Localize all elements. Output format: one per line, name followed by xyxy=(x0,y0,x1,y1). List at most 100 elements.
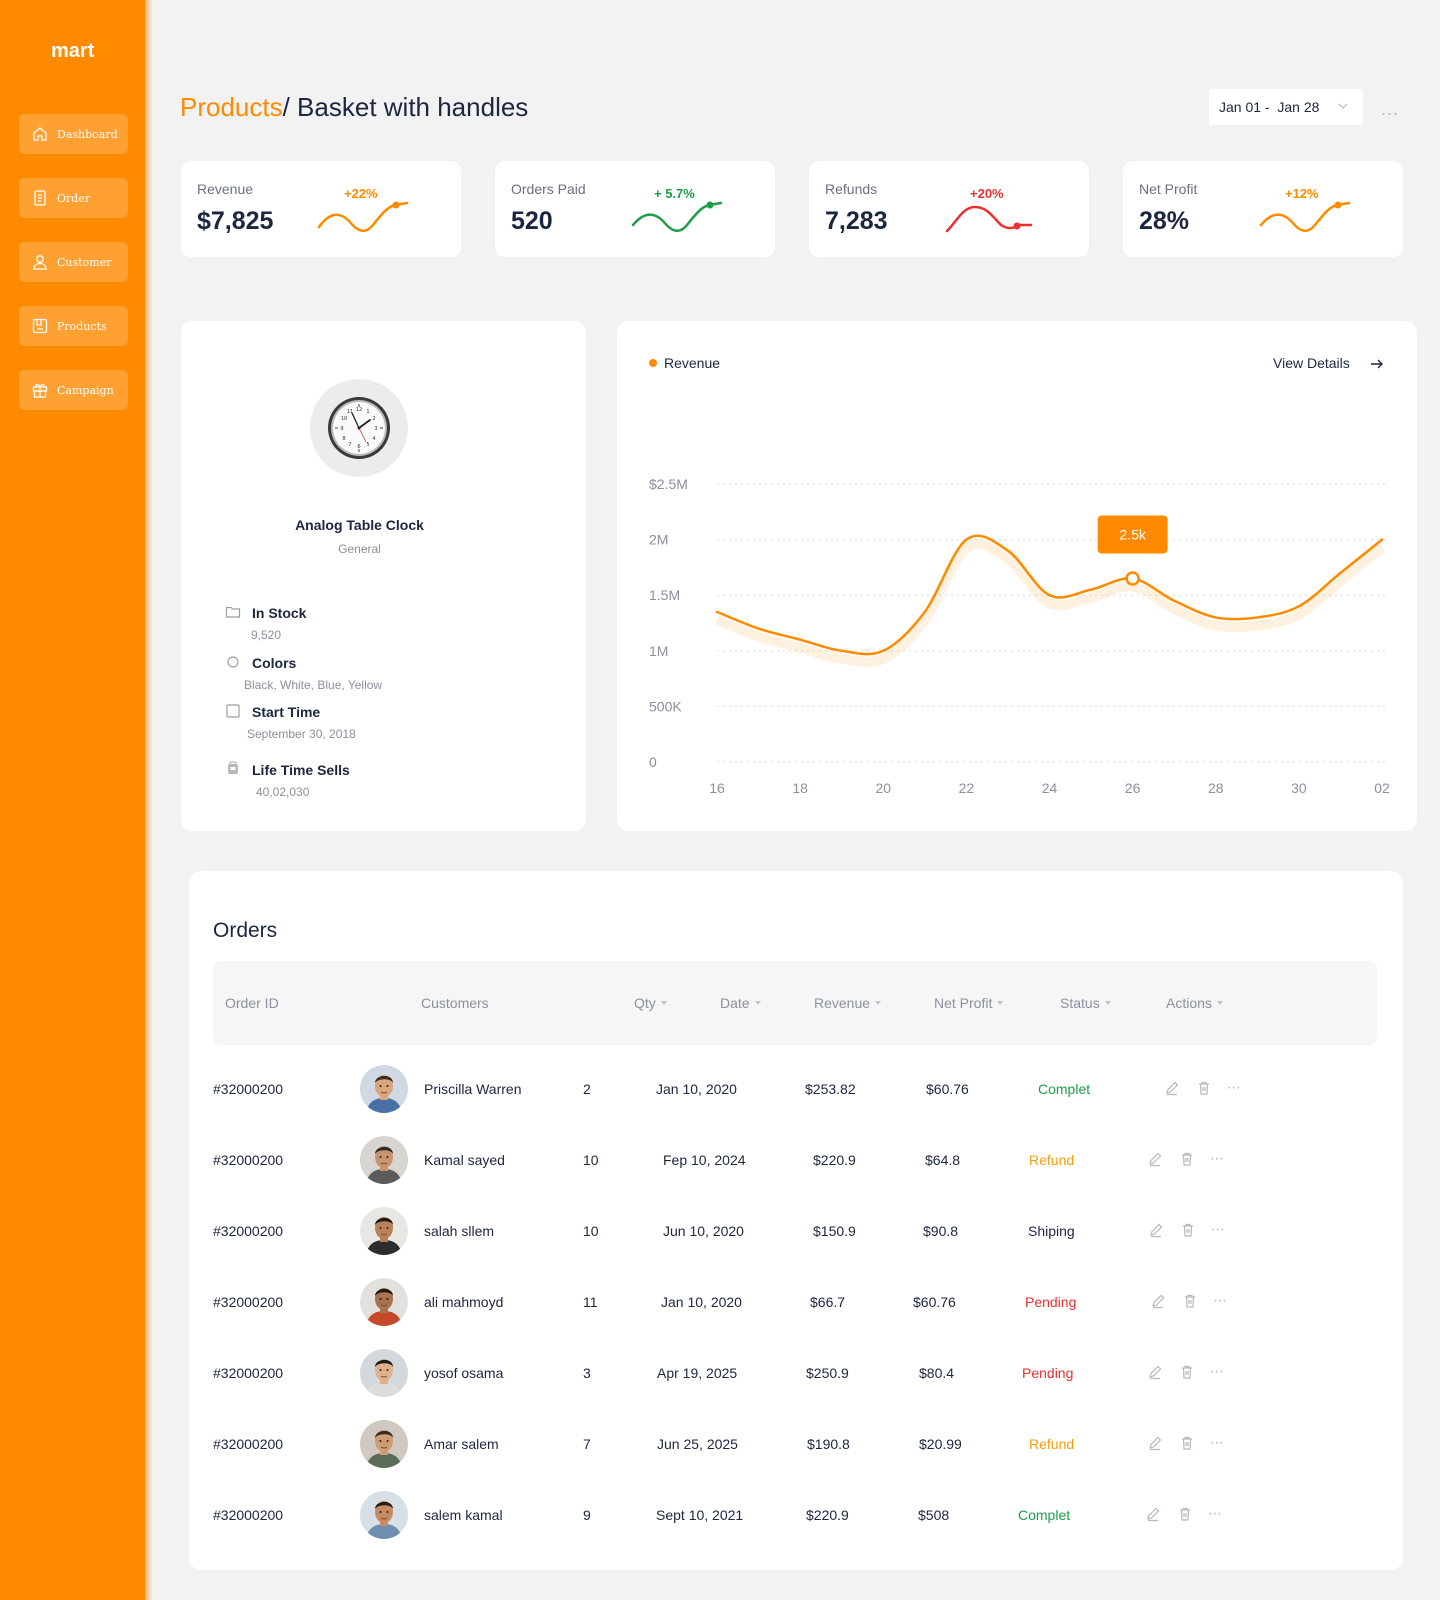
trash-icon[interactable] xyxy=(1177,1506,1193,1522)
x-tick-label: 30 xyxy=(1291,780,1307,796)
table-row[interactable]: #32000200 Amar salem 7 Jun 25, 2025 $190.8 $2… xyxy=(189,1408,1403,1479)
attr-label-colors: Colors xyxy=(252,655,297,671)
column-header-status[interactable]: Status xyxy=(1060,995,1111,1011)
table-row[interactable]: #32000200 ali mahmoyd 11 Jan 10, 2020 $66.7 $… xyxy=(189,1266,1403,1337)
row-more-button[interactable]: ⋯ xyxy=(1213,1292,1228,1308)
sidebar: mart Dashboard Order Customer Products C… xyxy=(0,0,153,1600)
row-more-button[interactable]: ⋯ xyxy=(1211,1221,1226,1237)
app-logo: mart xyxy=(51,40,95,62)
legend-dot xyxy=(649,359,657,367)
trash-icon[interactable] xyxy=(1179,1364,1195,1380)
x-tick-label: 18 xyxy=(792,780,808,796)
page-title: / Basket with handles xyxy=(282,92,529,122)
revenue-line-chart: 0 500K 1M 1.5M 2M $2.5M 16 18 20 22 24 26 28 30 02 2.5k xyxy=(649,476,1390,796)
trash-icon[interactable] xyxy=(1182,1293,1198,1309)
status-badge: Refund xyxy=(1029,1436,1075,1452)
sidebar-item-label: Customer xyxy=(57,255,112,269)
view-details-link[interactable]: View Details xyxy=(1273,355,1350,371)
customer-name[interactable]: ali mahmoyd xyxy=(424,1294,504,1310)
x-tick-label: 28 xyxy=(1208,780,1224,796)
order-revenue: $66.7 xyxy=(810,1294,846,1310)
order-qty: 2 xyxy=(583,1081,591,1097)
trash-icon[interactable] xyxy=(1180,1222,1196,1238)
column-header-order-id: Order ID xyxy=(225,995,279,1011)
sidebar-item-products[interactable]: Products xyxy=(19,306,128,346)
svg-text:7: 7 xyxy=(348,442,351,448)
attr-value-colors: Black, White, Blue, Yellow xyxy=(244,678,383,692)
orders-title: Orders xyxy=(213,919,278,942)
more-options-button[interactable]: ... xyxy=(1381,99,1400,119)
date-range-picker[interactable]: Jan 01 - Jan 28 xyxy=(1209,89,1363,125)
table-row[interactable]: #32000200 Priscilla Warren 2 Jan 10, 2020 $2… xyxy=(189,1053,1403,1124)
customer-name[interactable]: Priscilla Warren xyxy=(424,1081,522,1097)
order-qty: 9 xyxy=(583,1507,591,1523)
data-point-marker[interactable] xyxy=(1125,571,1140,586)
sparkline-chart xyxy=(1259,201,1351,233)
column-header-qty[interactable]: Qty xyxy=(634,995,667,1011)
sidebar-item-order[interactable]: Order xyxy=(19,178,128,218)
trash-icon[interactable] xyxy=(1179,1151,1195,1167)
table-row[interactable]: #32000200 yosof osama 3 Apr 19, 2025 $250.9 $… xyxy=(189,1337,1403,1408)
column-header-date[interactable]: Date xyxy=(720,995,761,1011)
order-id: #32000200 xyxy=(213,1436,284,1452)
series-line-revenue xyxy=(715,534,1384,656)
edit-icon[interactable] xyxy=(1148,1222,1164,1238)
row-more-button[interactable]: ⋯ xyxy=(1227,1079,1242,1095)
svg-text:4: 4 xyxy=(372,436,375,442)
customer-name[interactable]: salah sllem xyxy=(424,1223,495,1239)
avatar xyxy=(360,1491,408,1539)
column-header-actions[interactable]: Actions xyxy=(1166,995,1223,1011)
order-net-profit: $60.76 xyxy=(913,1294,956,1310)
attr-value-start-time: September 30, 2018 xyxy=(247,727,356,741)
tooltip-label: 2.5k xyxy=(1119,527,1146,543)
column-header-revenue[interactable]: Revenue xyxy=(814,995,882,1011)
trash-icon[interactable] xyxy=(1179,1435,1195,1451)
customer-name[interactable]: yosof osama xyxy=(424,1365,504,1381)
x-tick-label: 16 xyxy=(709,780,725,796)
date-to: Jan 28 xyxy=(1277,99,1320,115)
order-qty: 10 xyxy=(583,1152,599,1168)
edit-icon[interactable] xyxy=(1145,1506,1161,1522)
edit-icon[interactable] xyxy=(1150,1293,1166,1309)
avatar xyxy=(360,1065,408,1113)
edit-icon[interactable] xyxy=(1164,1080,1180,1096)
row-more-button[interactable]: ⋯ xyxy=(1210,1434,1225,1450)
order-date: Apr 19, 2025 xyxy=(657,1365,738,1381)
orders-card: Orders Order ID Customers Qty Date Reven… xyxy=(189,871,1403,1570)
y-tick-label: 2M xyxy=(649,532,668,548)
table-row[interactable]: #32000200 salah sllem 10 Jun 10, 2020 $150.9… xyxy=(189,1195,1403,1266)
customer-name[interactable]: salem kamal xyxy=(424,1507,503,1523)
table-row[interactable]: #32000200 salem kamal 9 Sept 10, 2021 $220.9… xyxy=(189,1479,1403,1550)
column-header-net-profit[interactable]: Net Profit xyxy=(934,995,1004,1011)
order-id: #32000200 xyxy=(213,1365,284,1381)
sidebar-item-customer[interactable]: Customer xyxy=(19,242,128,282)
order-revenue: $190.8 xyxy=(807,1436,850,1452)
stat-value: $7,825 xyxy=(197,207,274,235)
bag-icon xyxy=(228,761,238,774)
customer-name[interactable]: Amar salem xyxy=(424,1436,499,1452)
row-more-button[interactable]: ⋯ xyxy=(1210,1150,1225,1166)
chart-legend-label: Revenue xyxy=(664,355,721,371)
sidebar-item-label: Dashboard xyxy=(57,127,118,141)
arrow-right-icon[interactable] xyxy=(1370,358,1384,370)
sidebar-item-label: Products xyxy=(57,319,107,333)
trash-icon[interactable] xyxy=(1196,1080,1212,1096)
svg-text:2: 2 xyxy=(372,416,375,422)
order-net-profit: $64.8 xyxy=(925,1152,961,1168)
status-badge: Shiping xyxy=(1028,1223,1075,1239)
row-more-button[interactable]: ⋯ xyxy=(1210,1363,1225,1379)
sidebar-item-campaign[interactable]: Campaign xyxy=(19,370,128,410)
customer-name[interactable]: Kamal sayed xyxy=(424,1152,505,1168)
row-more-button[interactable]: ⋯ xyxy=(1208,1505,1223,1521)
edit-icon[interactable] xyxy=(1147,1151,1163,1167)
y-tick-label: 1.5M xyxy=(649,587,680,603)
table-row[interactable]: #32000200 Kamal sayed 10 Fep 10, 2024 $220.9… xyxy=(189,1124,1403,1195)
edit-icon[interactable] xyxy=(1147,1364,1163,1380)
stat-delta: +22% xyxy=(344,186,378,201)
sort-caret-icon xyxy=(660,1001,667,1005)
edit-icon[interactable] xyxy=(1147,1435,1163,1451)
stat-delta: +20% xyxy=(970,186,1004,201)
breadcrumb-link-products[interactable]: Products xyxy=(180,92,283,122)
sidebar-item-dashboard[interactable]: Dashboard xyxy=(19,114,128,154)
